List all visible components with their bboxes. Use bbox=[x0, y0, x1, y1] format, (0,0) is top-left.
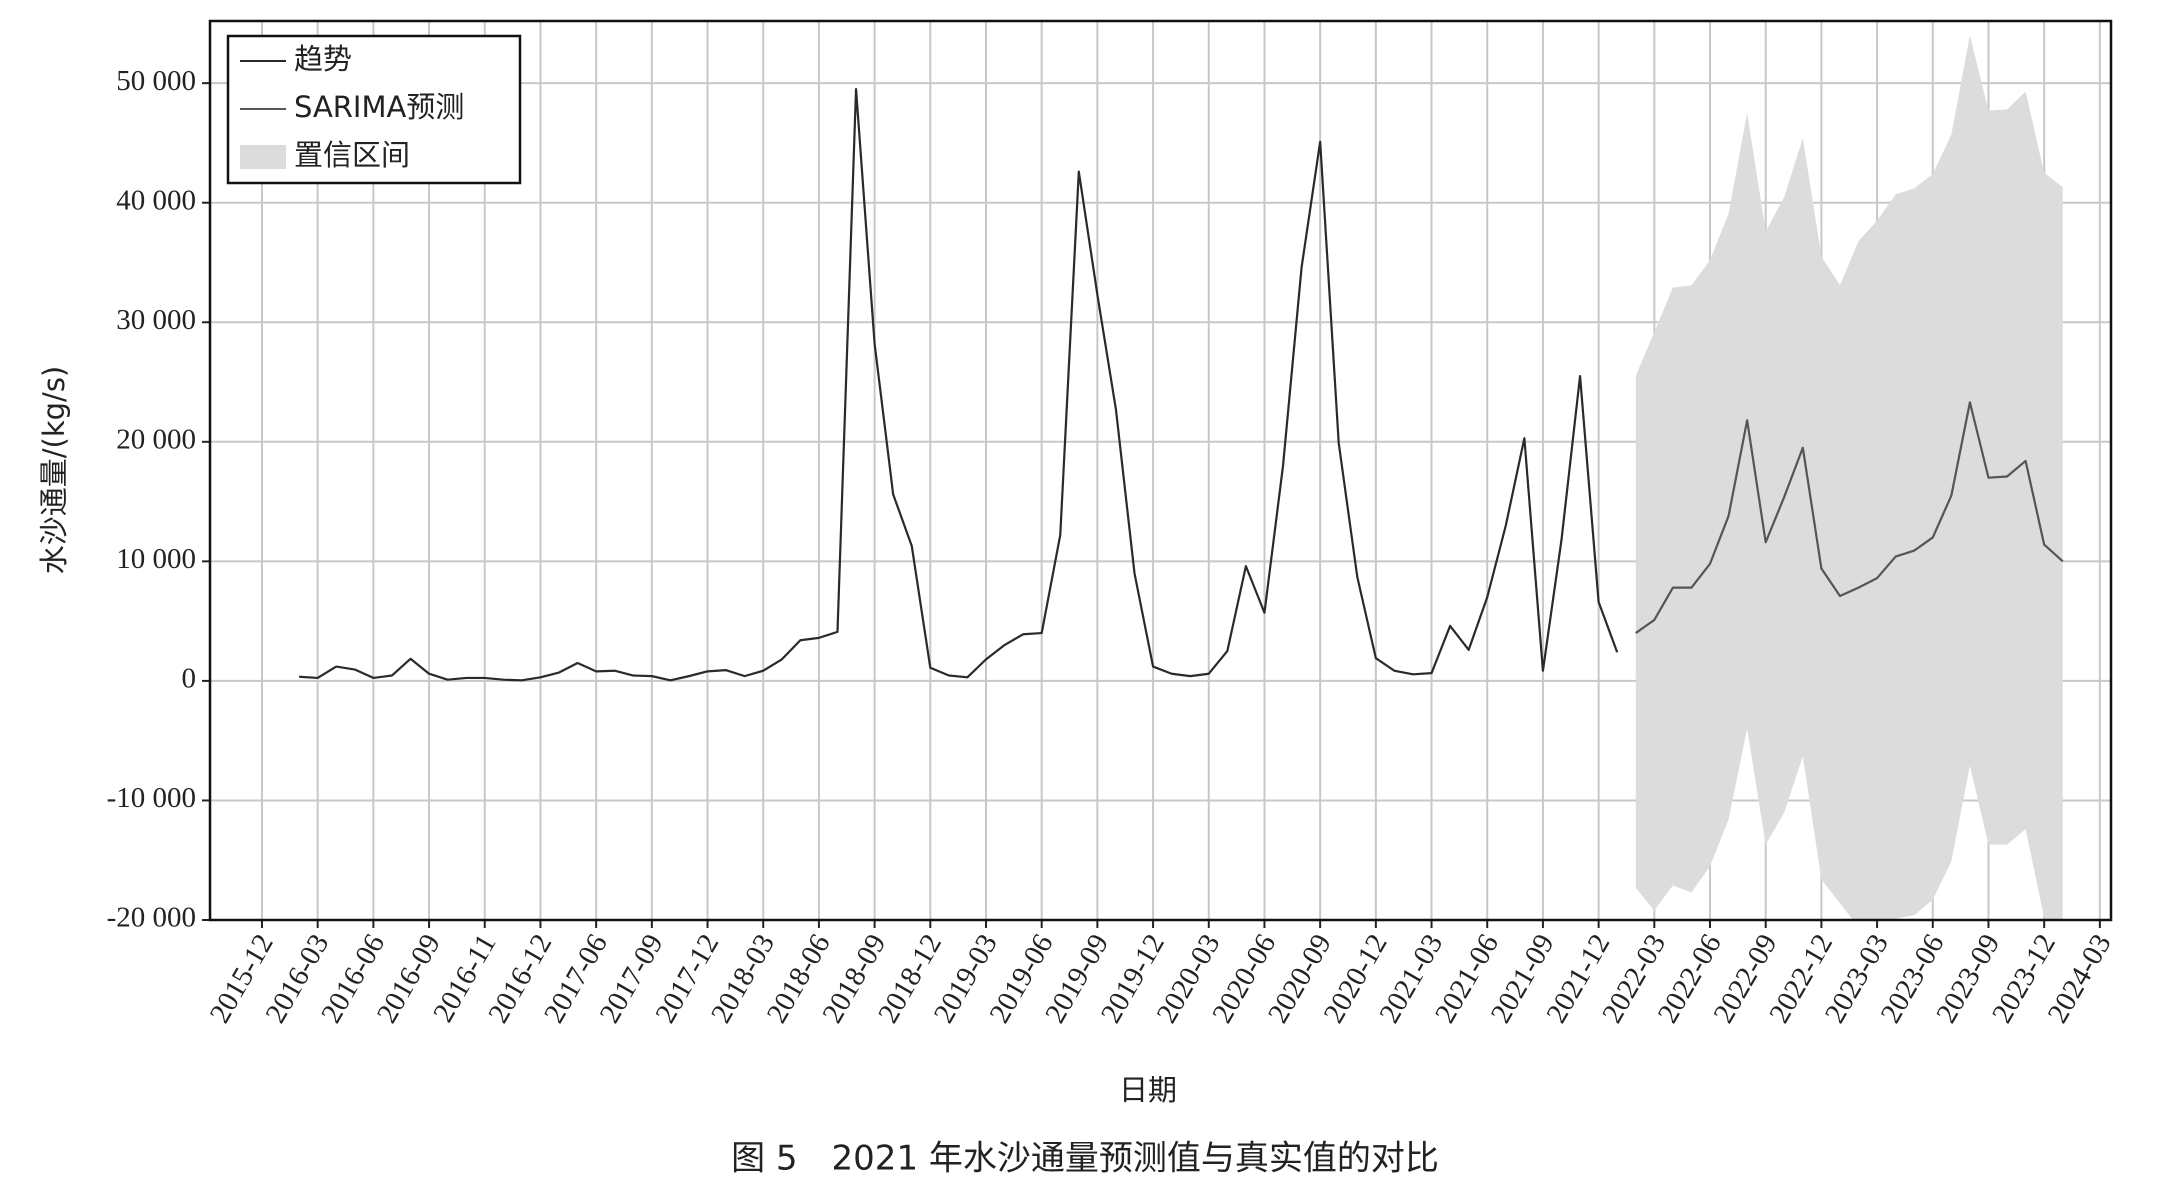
legend-label: 趋势 bbox=[294, 42, 352, 76]
y-tick-label: 20 000 bbox=[116, 423, 196, 455]
series-line bbox=[299, 88, 1619, 682]
legend-label: 置信区间 bbox=[294, 138, 410, 172]
y-tick-label: 50 000 bbox=[116, 65, 196, 97]
x-axis-label: 日期 bbox=[1119, 1073, 1177, 1107]
plot-frame bbox=[208, 19, 2113, 922]
y-tick-label: 40 000 bbox=[116, 184, 196, 216]
y-tick-label: -20 000 bbox=[107, 902, 196, 934]
caption: 图 5 2021 年水沙通量预测值与真实值的对比 bbox=[731, 1139, 1439, 1179]
series-line bbox=[1635, 401, 2064, 634]
y-tick-label: 30 000 bbox=[116, 304, 196, 336]
legend-label: SARIMA预测 bbox=[294, 90, 464, 124]
confidence-band bbox=[1635, 35, 2063, 920]
y-tick-label: -10 000 bbox=[107, 782, 196, 814]
legend-swatch bbox=[240, 145, 286, 169]
y-tick-label: 10 000 bbox=[116, 543, 196, 575]
y-axis-label: 水沙通量/(kg/s) bbox=[37, 366, 71, 574]
y-tick-label: 0 bbox=[182, 663, 197, 695]
plot bbox=[299, 35, 2064, 920]
